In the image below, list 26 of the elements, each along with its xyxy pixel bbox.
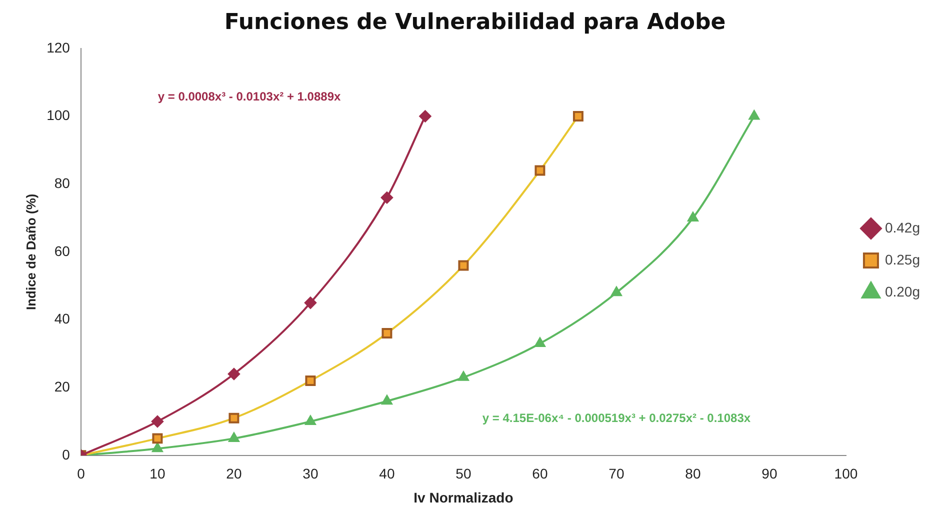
y-axis-title: Indice de Daño (%) <box>23 194 38 310</box>
y-tick-label: 0 <box>62 446 70 462</box>
legend-label: 0.25g <box>884 251 920 268</box>
x-tick-label: 70 <box>608 466 624 482</box>
y-tick-label: 100 <box>46 107 70 124</box>
y-tick-label: 60 <box>54 242 70 259</box>
y-tick-label: 40 <box>54 310 70 327</box>
legend-label: 0.20g <box>884 283 920 300</box>
x-tick-label: 10 <box>150 466 166 482</box>
x-tick-label: 30 <box>302 466 318 482</box>
annotation: y = 0.0008x³ - 0.0103x² + 1.0889x <box>158 90 341 104</box>
x-tick-label: 80 <box>685 466 701 482</box>
x-axis-title: Iv Normalizado <box>414 489 514 506</box>
x-tick-label: 90 <box>762 466 778 482</box>
x-tick-label: 60 <box>532 466 548 482</box>
y-tick-label: 120 <box>46 39 70 56</box>
x-tick-label: 100 <box>834 466 858 482</box>
x-tick-label: 20 <box>226 466 242 482</box>
y-tick-label: 80 <box>54 174 70 191</box>
chart-title: Funciones de Vulnerabilidad para Adobe <box>224 10 726 35</box>
x-tick-label: 40 <box>379 466 395 482</box>
annotation: y = 4.15E-06x⁴ - 0.000519x³ + 0.0275x² - 0.1083x <box>482 411 751 426</box>
x-tick-label: 50 <box>456 466 472 482</box>
y-tick-label: 20 <box>54 378 70 394</box>
legend-label: 0.42g <box>884 219 920 236</box>
x-tick-label: 0 <box>77 466 86 482</box>
